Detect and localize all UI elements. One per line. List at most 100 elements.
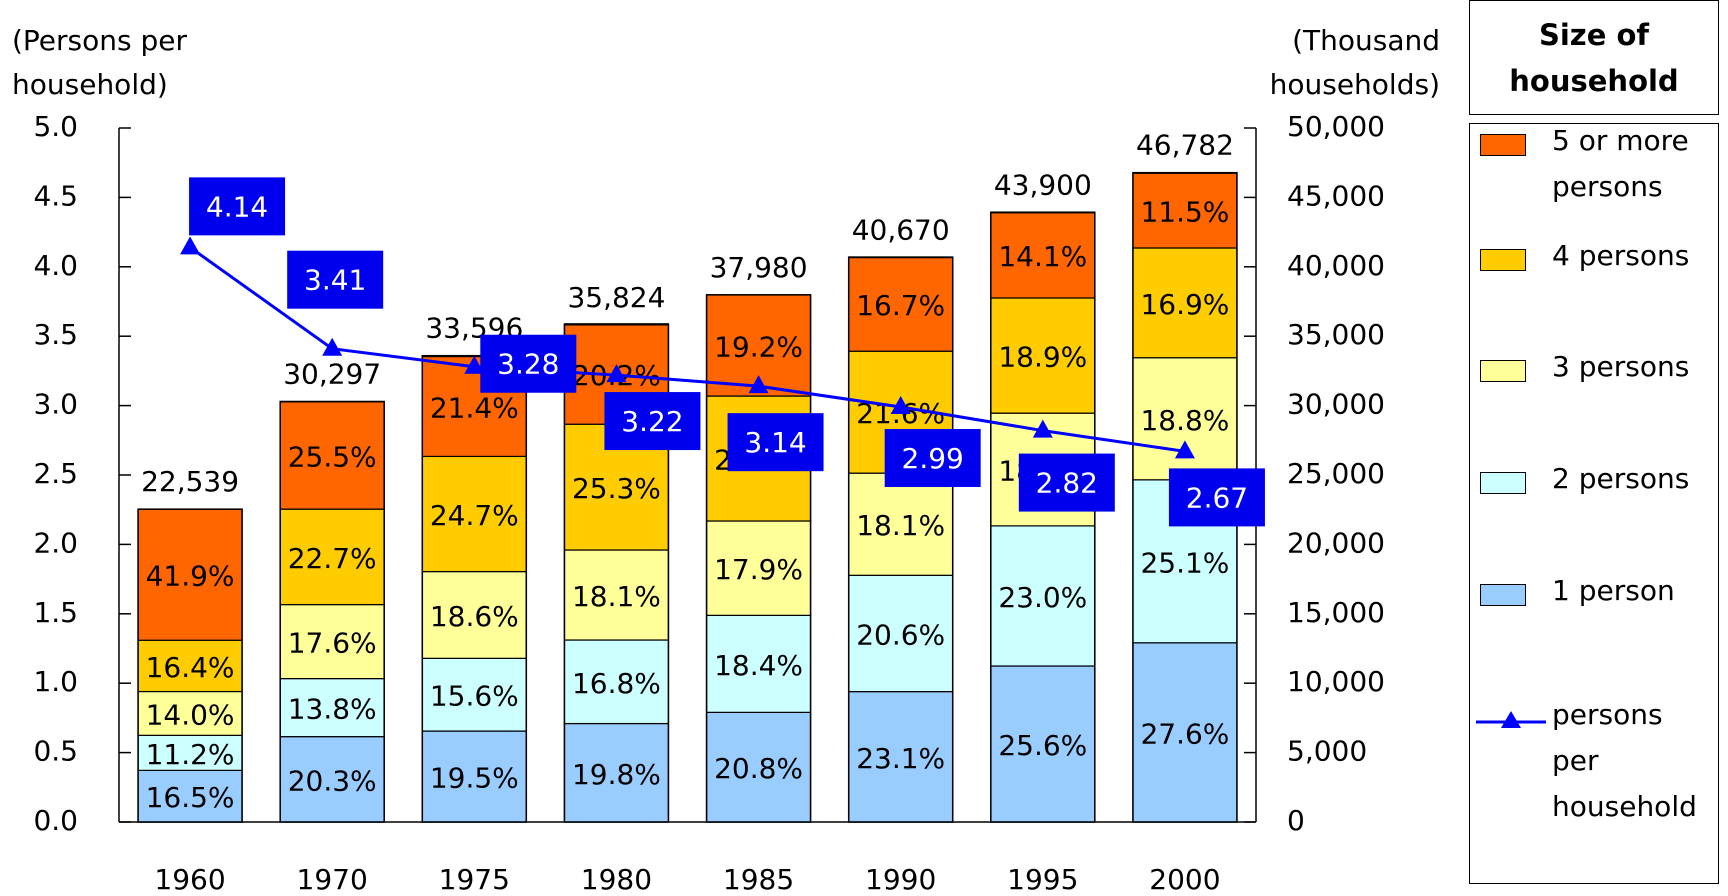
bar-segment [705, 520, 812, 616]
legend-swatch [1480, 472, 1526, 494]
bar-total [847, 256, 954, 823]
bar-segment [990, 297, 1096, 414]
segment-label: 19.2% [714, 330, 803, 363]
segment-label: 18.1% [856, 509, 945, 542]
segment-label: 25.1% [1140, 546, 1229, 579]
line-label-box [480, 334, 577, 393]
legend-marker [1501, 711, 1521, 728]
bar-total [421, 354, 528, 823]
bar-segment [279, 603, 385, 680]
y-tick-label: 1.5 [33, 596, 78, 629]
bar-segment [137, 639, 243, 693]
line-label: 3.28 [497, 348, 559, 381]
y-axis-label: (Persons per [12, 24, 188, 57]
line-label-box [189, 177, 286, 236]
legend-swatch [1480, 134, 1526, 156]
segment-label: 16.7% [856, 289, 945, 322]
bar-segment [848, 256, 954, 352]
segment-label: 24.7% [430, 499, 519, 532]
y2-tick-label: 20,000 [1287, 526, 1385, 559]
line-marker [464, 355, 485, 374]
bar-segment [137, 734, 243, 771]
x-tick-label: 1975 [439, 863, 510, 896]
segment-label: 25.3% [572, 472, 661, 505]
y2-axis-label: (Thousand [1292, 24, 1440, 57]
bar-segment [421, 570, 527, 659]
legend-label: 4 persons [1552, 239, 1690, 272]
bar-total [137, 508, 243, 823]
segment-label: 16.9% [1140, 288, 1229, 321]
legend-line-swatch [1476, 711, 1546, 728]
legend-entry: 4 persons [1470, 239, 1720, 339]
y-tick-label: 2.0 [33, 526, 78, 559]
legend-title: Size of household [1469, 0, 1719, 115]
segment-label: 17.9% [714, 553, 803, 586]
legend-label: persons per household [1552, 698, 1697, 823]
legend: 5 or more persons 4 persons 3 persons 2 per… [1469, 123, 1719, 884]
y-tick-label: 5.0 [33, 110, 78, 143]
y-tick-label: 0.0 [33, 804, 78, 837]
legend-swatch [1480, 249, 1526, 271]
line-marker [748, 375, 769, 394]
segment-label: 11.2% [146, 738, 235, 771]
line-label-box [884, 428, 981, 487]
x-tick-label: 1970 [297, 863, 368, 896]
line-label-box [727, 413, 824, 472]
y2-axis-label: households) [1270, 68, 1440, 101]
legend-label: 3 persons [1552, 350, 1690, 383]
bar-segment [421, 657, 527, 732]
bar-segment [279, 736, 385, 823]
bar-segment [563, 722, 670, 823]
segment-label: 18.8% [1140, 404, 1229, 437]
segment-label: 23.0% [998, 581, 1087, 614]
y-tick-label: 3.0 [33, 388, 78, 421]
line-marker [606, 364, 627, 383]
line-label: 4.14 [206, 190, 268, 223]
bar-segment [705, 614, 812, 713]
total-label: 30,297 [283, 357, 381, 390]
segment-label: 41.9% [146, 560, 235, 593]
y-tick-label: 2.5 [33, 457, 78, 490]
line-label: 2.82 [1036, 467, 1098, 500]
bar-segment [990, 211, 1096, 299]
y2-tick-label: 50,000 [1287, 110, 1385, 143]
bar-segment [279, 401, 385, 510]
line [189, 246, 1186, 453]
total-label: 40,670 [852, 214, 950, 247]
segment-label: 13.8% [288, 693, 377, 726]
y-tick-label: 4.0 [33, 249, 78, 282]
x-tick-label: 1980 [581, 863, 652, 896]
y2-tick-label: 10,000 [1287, 665, 1385, 698]
x-tick-label: 1985 [723, 863, 794, 896]
segment-label: 18.6% [430, 600, 519, 633]
segment-label: 18.9% [998, 341, 1087, 374]
segment-label: 22.7% [288, 542, 377, 575]
segment-label: 16.4% [146, 651, 235, 684]
total-label: 35,824 [567, 281, 665, 314]
line-label: 3.22 [621, 405, 683, 438]
line-label: 3.14 [744, 426, 806, 459]
bar-segment [563, 549, 670, 641]
y2-tick-label: 30,000 [1287, 388, 1385, 421]
bar-segment [705, 711, 812, 823]
legend-entry: persons per household [1470, 698, 1720, 823]
total-label: 22,539 [141, 465, 239, 498]
segment-label: 16.8% [572, 667, 661, 700]
line-label-box [1018, 453, 1115, 512]
line-marker [890, 395, 911, 414]
segment-label: 18.1% [572, 580, 661, 613]
total-label: 46,782 [1136, 129, 1234, 162]
segment-label: 14.1% [998, 240, 1087, 273]
segment-label: 27.6% [1140, 717, 1229, 750]
y-tick-label: 3.5 [33, 318, 78, 351]
line-label-box [287, 250, 384, 309]
line-label: 2.99 [902, 442, 964, 475]
legend-label: 1 person [1552, 574, 1675, 607]
segment-label: 11.5% [1140, 196, 1229, 229]
line-marker [1174, 440, 1195, 459]
y-axis-label: household) [12, 68, 168, 101]
segment-label: 20.3% [288, 764, 377, 797]
x-tick-label: 1960 [154, 863, 225, 896]
line-marker [180, 236, 201, 255]
line-label: 3.41 [304, 264, 366, 297]
